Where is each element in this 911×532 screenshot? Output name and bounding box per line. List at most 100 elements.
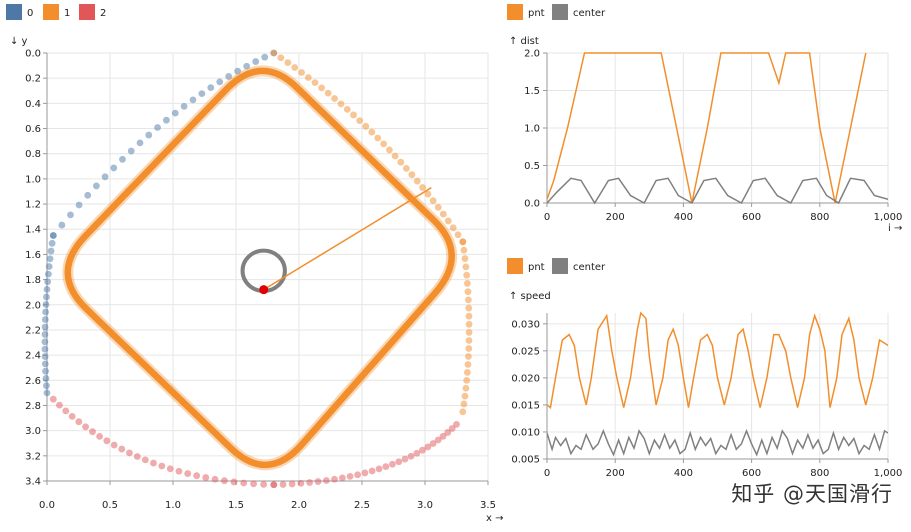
series-line-center <box>547 428 888 457</box>
series-0-point <box>41 353 49 360</box>
speed-legend-label-center[interactable]: center <box>573 262 606 273</box>
y-tick-label: 0.010 <box>511 427 540 438</box>
y-tick-label: 1.6 <box>25 250 41 261</box>
y-tick-label: 0.005 <box>511 455 540 466</box>
legend-swatch-1[interactable] <box>43 4 59 20</box>
x-tick-label: 0.5 <box>102 500 118 511</box>
legend-swatch-0[interactable] <box>6 4 22 20</box>
series-2-point <box>401 455 409 463</box>
dist-legend-label-pnt[interactable]: pnt <box>528 8 545 19</box>
y-tick-label: 2.2 <box>25 325 41 336</box>
series-2-point <box>56 401 63 409</box>
scatter-plot: 0.0 0.5 1.0 1.5 2.0 2.5 3.0 3.5 0.0 0.2 0.4 0.6 0.8 1… <box>25 49 496 512</box>
series-1-point <box>408 171 416 179</box>
series-2-point <box>75 418 83 426</box>
dist-legend[interactable]: pnt center <box>507 4 606 20</box>
speed-legend-swatch-pnt[interactable] <box>507 258 523 274</box>
series-1-point <box>324 89 332 97</box>
series-1-point <box>439 210 447 218</box>
series-0-point <box>41 345 49 353</box>
x-tick-label: 1.5 <box>228 500 244 511</box>
y-tick-label: 1.2 <box>25 200 41 211</box>
series-1-point <box>465 345 473 352</box>
center-loop <box>240 248 287 293</box>
series-2-point <box>211 475 219 483</box>
y-tick-label: 0.8 <box>25 149 41 160</box>
x-tick-label: 3.5 <box>480 500 496 511</box>
series-0-point <box>42 301 50 308</box>
series-1-point <box>463 271 471 279</box>
series-1-point <box>318 84 326 92</box>
series-1-point <box>270 49 278 57</box>
x-tick-label: 800 <box>810 212 829 223</box>
series-0-point <box>162 116 170 124</box>
series-0-point <box>67 211 74 219</box>
series-0-point <box>47 247 55 255</box>
speed-legend-label-pnt[interactable]: pnt <box>528 262 545 273</box>
series-2-point <box>448 425 456 432</box>
series-2-point <box>338 474 346 482</box>
x-tick-label: 400 <box>674 212 693 223</box>
series-2-point <box>68 412 76 420</box>
series-0-point <box>41 338 49 346</box>
watermark: 知乎 @天国滑行 <box>731 482 893 506</box>
x-tick-label: 0.0 <box>39 500 55 511</box>
series-2-point <box>103 437 111 445</box>
series-1-point <box>337 100 345 108</box>
dist-legend-label-center[interactable]: center <box>573 8 606 19</box>
series-2-point <box>96 432 103 440</box>
series-1-point <box>331 95 338 102</box>
series-1-point <box>362 122 370 130</box>
y-tick-label: 1.5 <box>524 86 540 97</box>
series-2-point <box>118 445 126 453</box>
series-1-point <box>368 128 376 136</box>
speed-plot: 0 200 400 600 800 1,000 0.005 0.010 0.015 0.020 0.… <box>511 311 902 479</box>
series-0-point <box>154 124 161 131</box>
x-tick-label: 2.5 <box>354 500 370 511</box>
speed-legend-swatch-center[interactable] <box>552 258 568 274</box>
series-2-point <box>133 453 141 460</box>
series-1-point <box>298 69 305 76</box>
series-0-point <box>216 78 224 86</box>
series-2-point <box>184 470 192 477</box>
legend-label-1[interactable]: 1 <box>64 8 70 19</box>
speed-legend[interactable]: pnt center <box>507 258 606 274</box>
series-2-point <box>354 471 362 479</box>
series-0-point <box>43 293 50 301</box>
series-0-point <box>180 102 188 110</box>
series-1-point <box>386 146 393 154</box>
series-1-point <box>465 320 473 328</box>
series-2-point <box>193 472 201 480</box>
dist-x-label: i → <box>888 223 902 234</box>
series-2-point <box>260 480 268 488</box>
series-2-point <box>306 479 314 486</box>
y-tick-label: 1.0 <box>25 174 41 185</box>
series-2-point <box>346 472 354 480</box>
series-2-point <box>89 428 96 436</box>
legend-label-0[interactable]: 0 <box>27 8 33 19</box>
series-2-point <box>314 478 322 485</box>
y-tick-label: 3.2 <box>25 451 41 462</box>
dist-legend-swatch-center[interactable] <box>552 4 568 20</box>
dist-legend-swatch-pnt[interactable] <box>507 4 523 20</box>
series-0-point <box>43 389 51 397</box>
y-tick-label: 0.025 <box>511 346 540 357</box>
y-tick-label: 0.030 <box>511 319 540 330</box>
series-1-point <box>461 392 469 400</box>
legend-swatch-2[interactable] <box>79 4 95 20</box>
series-0-point <box>243 62 251 70</box>
x-tick-label: 1,000 <box>874 212 903 223</box>
series-0-point <box>119 155 126 163</box>
y-tick-label: 0.015 <box>511 400 540 411</box>
legend-label-2[interactable]: 2 <box>100 8 106 19</box>
series-1-point <box>463 280 471 287</box>
series-1-point <box>465 312 473 320</box>
series-2-point <box>395 458 403 466</box>
series-1-point <box>277 54 285 62</box>
series-0-point <box>110 164 118 172</box>
scatter-legend[interactable]: 0 1 2 <box>6 4 106 20</box>
series-0-point <box>234 67 242 75</box>
scatter-y-label: ↓ y <box>10 36 28 47</box>
series-1-point <box>460 246 468 254</box>
series-1-point <box>464 361 472 368</box>
